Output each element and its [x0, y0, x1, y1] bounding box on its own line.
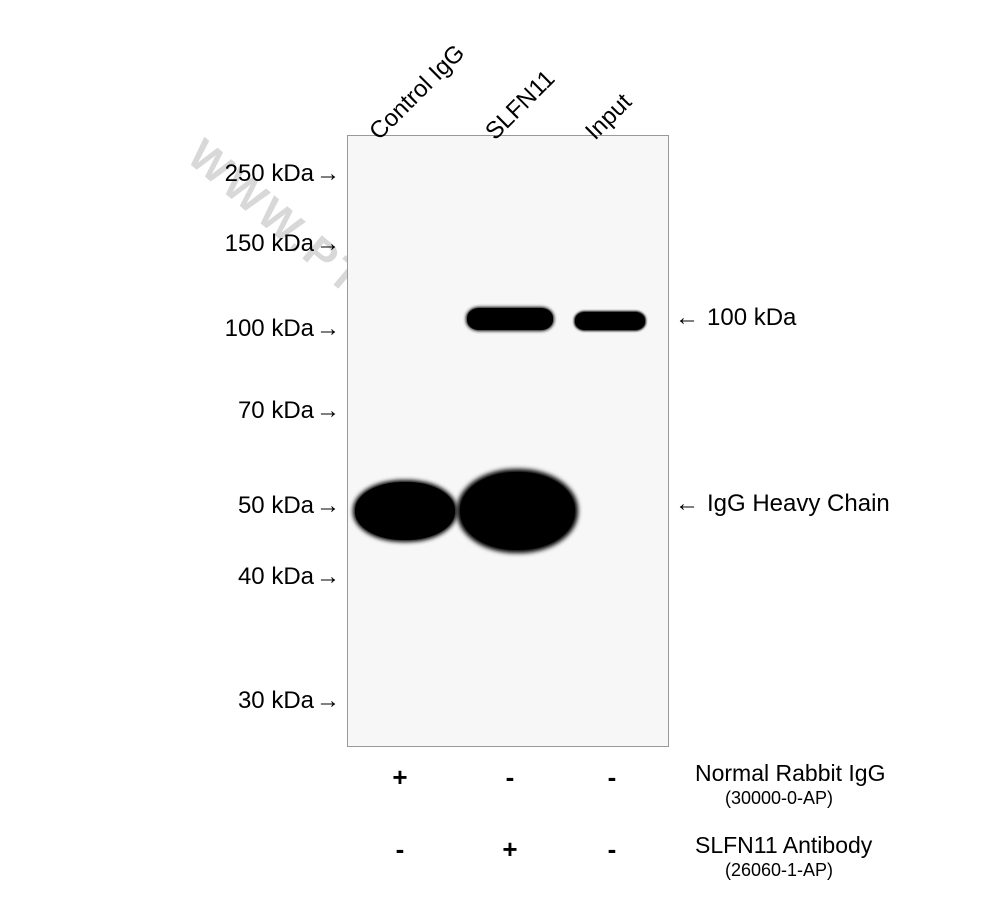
condition-label-slfn11-antibody: SLFN11 Antibody — [695, 832, 872, 859]
mw-text: 150 kDa — [225, 230, 314, 257]
arrow-right-icon: → — [316, 563, 340, 591]
condition-cat-26060-1-ap: (26060-1-AP) — [725, 860, 833, 881]
band-control-igg-hc — [355, 482, 455, 540]
band-slfn11-igg-hc — [460, 472, 575, 550]
mw-text: 250 kDa — [225, 160, 314, 187]
condition-label-normal-rabbit-igg: Normal Rabbit IgG — [695, 760, 885, 787]
condition-cell: - — [592, 762, 632, 793]
band-input-target — [575, 312, 645, 330]
target-band-label-100kda: ← 100 kDa — [675, 304, 796, 332]
mw-marker-150: 150 kDa→ — [220, 230, 340, 258]
mw-text: 100 kDa — [225, 315, 314, 342]
annotation-label: IgG Heavy Chain — [707, 490, 890, 518]
mw-text: 70 kDa — [238, 397, 314, 424]
figure-container: WWW.PTGLAB.COM Control IgG SLFN11 Input … — [0, 0, 1000, 903]
lane-label-slfn11: SLFN11 — [480, 65, 561, 146]
condition-cell: + — [490, 834, 530, 865]
mw-marker-50: 50 kDa→ — [232, 492, 340, 520]
arrow-right-icon: → — [316, 492, 340, 520]
mw-marker-70: 70 kDa→ — [232, 397, 340, 425]
condition-cell: - — [592, 834, 632, 865]
condition-cat-30000-0-ap: (30000-0-AP) — [725, 788, 833, 809]
annotation-label: 100 kDa — [707, 304, 796, 332]
mw-marker-30: 30 kDa→ — [232, 687, 340, 715]
igg-hc-label: ← IgG Heavy Chain — [675, 490, 890, 518]
mw-text: 50 kDa — [238, 492, 314, 519]
arrow-left-icon: ← — [675, 304, 699, 332]
arrow-right-icon: → — [316, 397, 340, 425]
arrow-right-icon: → — [316, 160, 340, 188]
condition-cell: + — [380, 762, 420, 793]
arrow-right-icon: → — [316, 230, 340, 258]
mw-text: 40 kDa — [238, 563, 314, 590]
mw-marker-40: 40 kDa→ — [232, 563, 340, 591]
condition-cell: - — [380, 834, 420, 865]
arrow-right-icon: → — [316, 687, 340, 715]
mw-marker-250: 250 kDa→ — [220, 160, 340, 188]
arrow-right-icon: → — [316, 315, 340, 343]
condition-cell: - — [490, 762, 530, 793]
mw-marker-100: 100 kDa→ — [220, 315, 340, 343]
arrow-left-icon: ← — [675, 490, 699, 518]
band-slfn11-target — [467, 308, 553, 330]
mw-text: 30 kDa — [238, 687, 314, 714]
blot-membrane — [347, 135, 669, 747]
lane-label-control-igg: Control IgG — [364, 39, 471, 146]
